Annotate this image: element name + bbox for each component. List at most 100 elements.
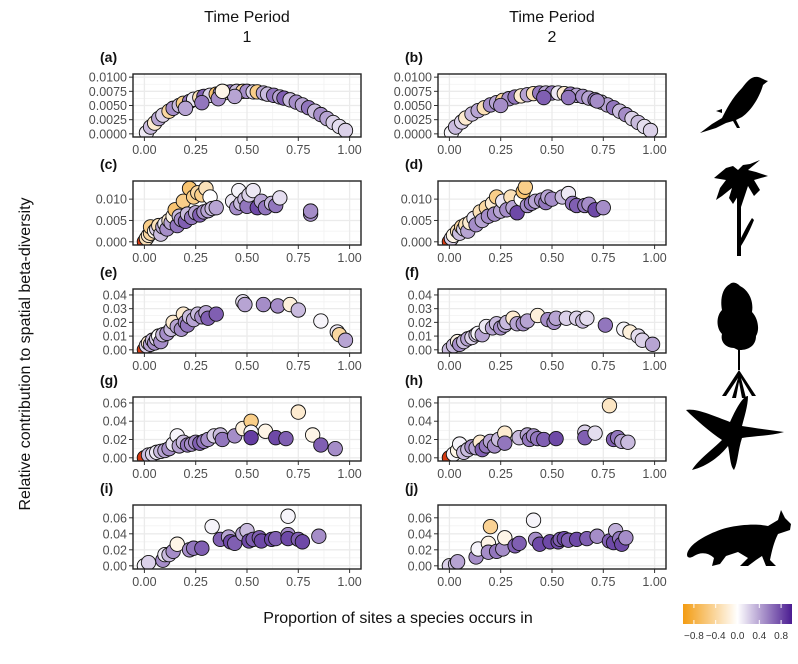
x-tick-label: 0.00 xyxy=(437,575,461,589)
y-tick-label: 0.04 xyxy=(408,527,432,541)
points xyxy=(443,85,659,137)
x-tick-label: 0.50 xyxy=(540,251,564,265)
x-tick-label: 1.00 xyxy=(642,359,666,373)
x-tick-label: 0.00 xyxy=(437,251,461,265)
x-tick-label: 0.50 xyxy=(540,575,564,589)
x-tick-label: 0.25 xyxy=(184,251,208,265)
data-point xyxy=(560,89,577,106)
y-tick-label: 0.02 xyxy=(408,543,432,557)
y-tick-label: 0.04 xyxy=(408,288,432,302)
y-tick-label: 0.000 xyxy=(96,235,127,249)
panel-label: (f) xyxy=(405,264,419,280)
y-tick-label: 0.06 xyxy=(103,511,127,525)
y-tick-label: 0.005 xyxy=(401,214,432,228)
points xyxy=(441,181,611,245)
colorbar-tick-label: 0.8 xyxy=(774,631,788,642)
panel-j: 0.00 0.25 0.50 0.75 1.00 0.00 0.02 0.04 0.06 (j) xyxy=(405,480,667,589)
data-point xyxy=(493,97,509,114)
x-tick-label: 0.25 xyxy=(489,467,513,481)
data-point xyxy=(620,434,636,450)
x-tick-label: 0.50 xyxy=(540,359,564,373)
data-point xyxy=(601,398,618,414)
panel-label: (h) xyxy=(405,372,423,388)
panel-e: 0.00 0.25 0.50 0.75 1.000.000.010.020.030.04… xyxy=(100,264,362,373)
x-tick-label: 0.75 xyxy=(591,575,615,589)
y-tick-label: 0.04 xyxy=(408,415,432,429)
y-tick-label: 0.04 xyxy=(103,415,127,429)
x-tick-label: 0.00 xyxy=(132,467,156,481)
x-tick-label: 1.00 xyxy=(337,359,361,373)
x-tick-label: 0.50 xyxy=(235,575,259,589)
data-point xyxy=(243,430,259,446)
x-tick-label: 0.75 xyxy=(286,467,310,481)
panel-border xyxy=(437,73,667,138)
data-point xyxy=(140,554,157,569)
panel-border xyxy=(132,288,362,354)
data-point xyxy=(313,437,329,453)
x-tick-label: 1.00 xyxy=(642,251,666,265)
x-tick-label: 0.00 xyxy=(437,467,461,481)
colorbar-gradient xyxy=(683,604,792,624)
data-point xyxy=(517,181,533,195)
y-tick-label: 0.0000 xyxy=(394,127,432,141)
points xyxy=(138,83,354,137)
colorbar-tick-label: 0.4 xyxy=(752,631,766,642)
x-tick-label: 0.50 xyxy=(235,359,259,373)
row-icons xyxy=(686,76,791,566)
y-tick-label: 0.0025 xyxy=(394,113,432,127)
y-tick-label: 0.0025 xyxy=(89,113,127,127)
data-point xyxy=(194,95,210,111)
column-title-1: 1 xyxy=(243,29,252,46)
x-tick-label: 0.00 xyxy=(132,143,156,157)
x-tick-label: 0.50 xyxy=(235,467,259,481)
panel-i: 0.00 0.25 0.50 0.75 1.00 0.00 0.02 0.04 0.06 (i) xyxy=(100,480,362,589)
y-tick-label: 0.00 xyxy=(103,343,127,357)
panel-label: (d) xyxy=(405,156,423,172)
data-point xyxy=(245,182,261,199)
y-tick-label: 0.0075 xyxy=(394,85,432,99)
x-tick-label: 1.00 xyxy=(642,575,666,589)
bird-icon xyxy=(700,76,768,133)
x-tick-label: 0.75 xyxy=(286,251,310,265)
data-point xyxy=(644,336,661,352)
data-point xyxy=(337,122,354,137)
x-tick-label: 0.50 xyxy=(540,467,564,481)
panel-b: 0.00 0.25 0.50 0.75 1.000.00000.00250.00500.… xyxy=(394,49,667,157)
data-point xyxy=(237,296,253,313)
x-tick-label: 0.00 xyxy=(132,575,156,589)
y-tick-label: 0.06 xyxy=(408,511,432,525)
y-tick-label: 0.005 xyxy=(96,214,127,228)
column-titles: Time Period 1 Time Period 2 xyxy=(204,9,595,46)
tree-icon xyxy=(717,282,759,398)
data-point xyxy=(337,332,354,348)
x-tick-label: 0.00 xyxy=(132,251,156,265)
y-tick-label: 0.000 xyxy=(401,235,432,249)
y-tick-label: 0.0050 xyxy=(89,99,127,113)
colorbar-legend: −0.8 −0.4 0.0 0.4 0.8 xyxy=(683,604,792,642)
x-tick-label: 0.75 xyxy=(591,251,615,265)
x-tick-label: 0.25 xyxy=(489,575,513,589)
data-point xyxy=(204,518,220,535)
panel-label: (c) xyxy=(100,156,117,172)
y-tick-label: 0.00 xyxy=(103,559,127,573)
data-point xyxy=(536,89,552,106)
y-tick-label: 0.010 xyxy=(401,193,432,207)
x-tick-label: 0.00 xyxy=(437,359,461,373)
y-tick-label: 0.0100 xyxy=(89,71,127,85)
y-tick-label: 0.00 xyxy=(103,451,127,465)
x-tick-label: 1.00 xyxy=(642,143,666,157)
data-point xyxy=(305,427,321,443)
data-point xyxy=(597,317,614,333)
panel-label: (e) xyxy=(100,264,117,280)
x-tick-label: 1.00 xyxy=(337,251,361,265)
panel-border xyxy=(437,180,667,246)
panel-g: 0.00 0.25 0.50 0.75 1.00 0.00 0.02 0.04 0.06 (g) xyxy=(100,372,362,481)
points xyxy=(136,181,319,245)
x-tick-label: 0.25 xyxy=(489,359,513,373)
fox-icon xyxy=(687,510,791,566)
data-point xyxy=(311,528,327,544)
data-point xyxy=(194,540,210,556)
colorbar-tick-label: 0.0 xyxy=(731,631,745,642)
data-point xyxy=(280,508,296,524)
x-tick-label: 1.00 xyxy=(642,467,666,481)
